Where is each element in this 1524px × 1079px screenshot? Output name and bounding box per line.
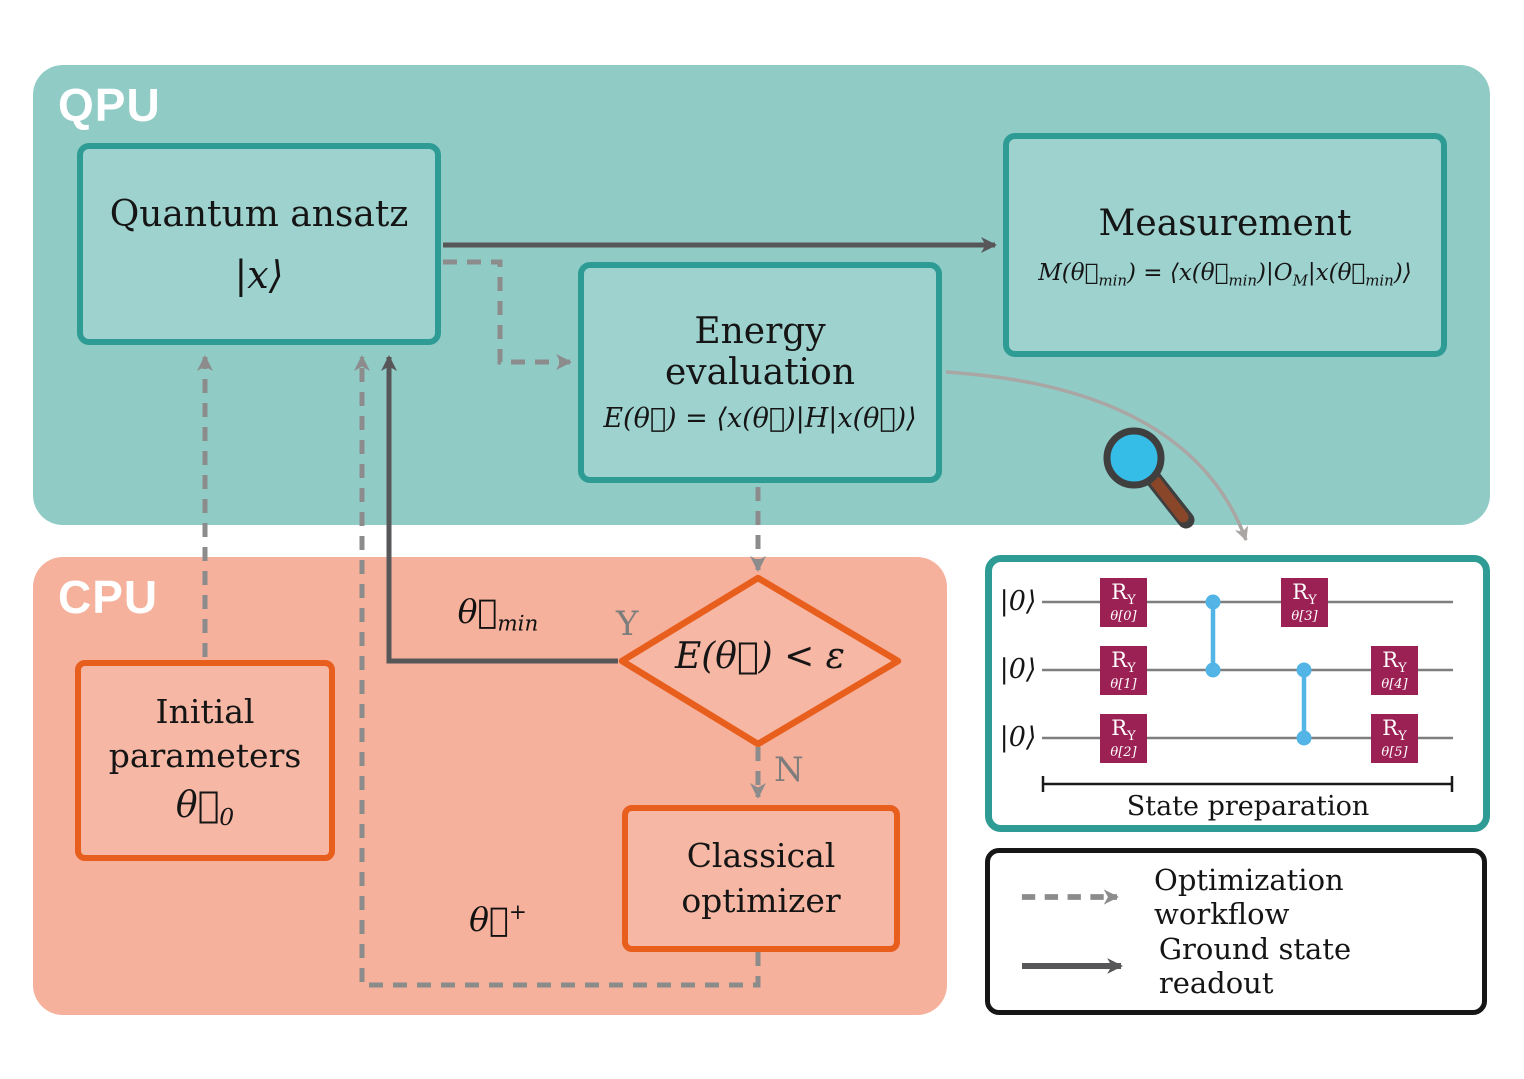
dashed-arrow-icon	[1021, 889, 1119, 905]
initial-parameters-line2: parameters	[108, 736, 302, 776]
gate-param: θ[4]	[1381, 677, 1408, 693]
state-preparation-caption: State preparation	[1126, 791, 1370, 822]
theta-plus-label: θ⃗+	[469, 900, 527, 939]
ry-gate-3: RY θ[3]	[1281, 578, 1328, 627]
gate-name: RY	[1292, 579, 1317, 609]
quantum-ansatz-box: Quantum ansatz |x⟩	[77, 143, 441, 345]
gate-name: RY	[1111, 647, 1136, 677]
qubit-label-1: |0⟩	[999, 654, 1037, 685]
qubit-label-0: |0⟩	[999, 586, 1037, 617]
classical-optimizer-line2: optimizer	[681, 880, 841, 920]
energy-evaluation-box: Energy evaluation E(θ⃗) = ⟨x(θ⃗)|H|x(θ⃗)…	[578, 262, 942, 483]
quantum-ansatz-state: |x⟩	[234, 252, 284, 297]
gate-param: θ[1]	[1110, 677, 1137, 693]
ry-gate-4: RY θ[4]	[1371, 646, 1418, 695]
gate-name: RY	[1382, 647, 1407, 677]
legend-row-optimization: Optimization workflow	[1020, 863, 1472, 931]
decision-yes-label: Y	[616, 604, 639, 644]
qpu-label: QPU	[58, 79, 161, 131]
initial-parameters-box: Initial parameters θ⃗0	[75, 660, 335, 861]
measurement-title: Measurement	[1098, 202, 1352, 244]
legend-label-optimization: Optimization workflow	[1154, 862, 1344, 931]
decision-condition: E(θ⃗) < ε	[674, 636, 845, 677]
gate-name: RY	[1382, 715, 1407, 745]
legend-row-readout: Ground state readout	[1020, 932, 1472, 1000]
theta-min-label: θ⃗min	[457, 592, 539, 637]
gate-param: θ[5]	[1381, 745, 1408, 761]
ry-gate-5: RY θ[5]	[1371, 714, 1418, 763]
initial-parameters-symbol: θ⃗0	[175, 784, 235, 832]
energy-evaluation-equation: E(θ⃗) = ⟨x(θ⃗)|H|x(θ⃗)⟩	[603, 403, 917, 435]
ry-gate-0: RY θ[0]	[1100, 578, 1147, 627]
measurement-equation: M(θ⃗min) = ⟨x(θ⃗min)|OM|x(θ⃗min)⟩	[1038, 259, 1412, 290]
gate-param: θ[0]	[1110, 609, 1137, 625]
energy-evaluation-title-line1: Energy	[694, 310, 826, 352]
qubit-label-2: |0⟩	[999, 722, 1037, 753]
gate-name: RY	[1111, 715, 1136, 745]
legend-box: Optimization workflow Ground state reado…	[985, 848, 1487, 1015]
classical-optimizer-line1: Classical	[686, 835, 836, 875]
ry-gate-1: RY θ[1]	[1100, 646, 1147, 695]
initial-parameters-line1: Initial	[155, 691, 255, 731]
quantum-ansatz-title: Quantum ansatz	[109, 193, 409, 235]
gate-name: RY	[1111, 579, 1136, 609]
legend-label-readout: Ground state readout	[1158, 932, 1352, 1001]
ry-gate-2: RY θ[2]	[1100, 714, 1147, 763]
gate-param: θ[2]	[1110, 745, 1137, 761]
gate-param: θ[3]	[1291, 609, 1318, 625]
cpu-label: CPU	[58, 571, 159, 623]
solid-arrow-icon	[1021, 958, 1124, 975]
measurement-box: Measurement M(θ⃗min) = ⟨x(θ⃗min)|OM|x(θ⃗…	[1003, 133, 1447, 357]
decision-no-label: N	[774, 750, 804, 790]
classical-optimizer-box: Classical optimizer	[622, 805, 900, 952]
energy-evaluation-title-line2: evaluation	[664, 352, 856, 393]
